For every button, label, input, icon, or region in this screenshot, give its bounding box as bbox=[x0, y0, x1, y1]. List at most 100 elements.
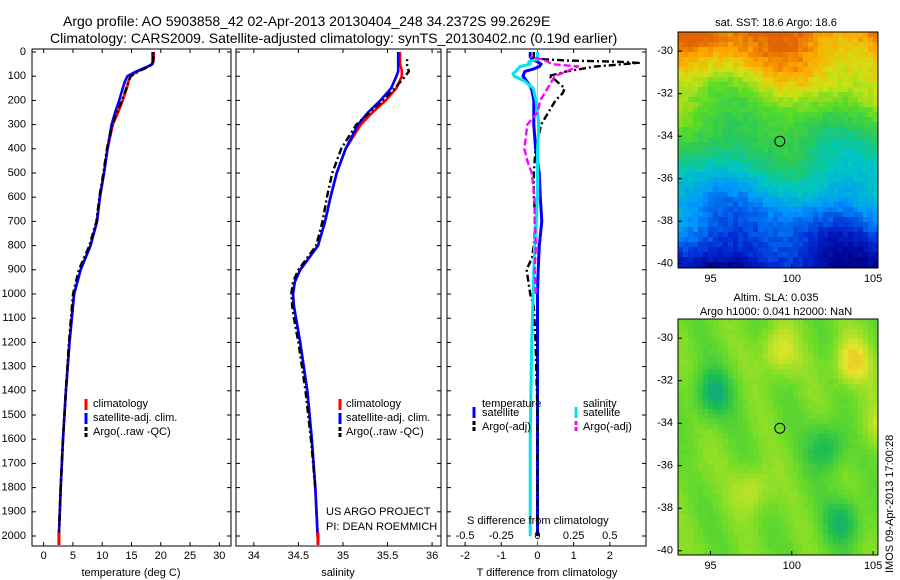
sla-cell bbox=[693, 444, 699, 450]
sst-cell bbox=[833, 72, 839, 78]
sst-cell bbox=[803, 172, 809, 178]
sst-cell bbox=[738, 167, 744, 173]
sla-lat-tick-label: -38 bbox=[657, 502, 673, 514]
sla-cell bbox=[678, 519, 684, 525]
sla-cell bbox=[788, 369, 794, 375]
sst-cell bbox=[753, 52, 759, 58]
sla-cell bbox=[783, 439, 789, 445]
sst-cell bbox=[738, 257, 744, 263]
sla-cell bbox=[693, 469, 699, 475]
sst-cell bbox=[828, 137, 834, 143]
sst-cell bbox=[813, 192, 819, 198]
sla-cell bbox=[763, 459, 769, 465]
sla-cell bbox=[773, 334, 779, 340]
sla-cell bbox=[853, 319, 859, 325]
sla-cell bbox=[833, 529, 839, 535]
sst-cell bbox=[868, 47, 874, 53]
sst-cell bbox=[703, 142, 709, 148]
sst-cell bbox=[788, 107, 794, 113]
sst-cell bbox=[768, 82, 774, 88]
sst-cell bbox=[848, 102, 854, 108]
sla-cell bbox=[708, 359, 714, 365]
sla-cell bbox=[678, 424, 684, 430]
sla-cell bbox=[753, 454, 759, 460]
sst-cell bbox=[683, 77, 689, 83]
sla-cell bbox=[743, 369, 749, 375]
sst-cell bbox=[758, 117, 764, 123]
sst-cell bbox=[873, 177, 878, 183]
sst-cell bbox=[723, 137, 729, 143]
sst-cell bbox=[748, 52, 754, 58]
sst-cell bbox=[683, 237, 689, 243]
sla-cell bbox=[718, 324, 724, 330]
sst-cell bbox=[848, 247, 854, 253]
sla-cell bbox=[808, 414, 814, 420]
sla-cell bbox=[838, 494, 844, 500]
sla-cell bbox=[703, 544, 709, 550]
sst-cell bbox=[713, 212, 719, 218]
sst-cell bbox=[753, 222, 759, 228]
sla-cell bbox=[683, 359, 689, 365]
sla-cell bbox=[738, 319, 744, 325]
sst-cell bbox=[713, 37, 719, 43]
sla-cell bbox=[763, 524, 769, 530]
sla-cell bbox=[863, 489, 869, 495]
sla-cell bbox=[753, 449, 759, 455]
sst-cell bbox=[808, 117, 814, 123]
sla-cell bbox=[778, 529, 784, 535]
sst-cell bbox=[873, 232, 878, 238]
sst-cell bbox=[813, 227, 819, 233]
sst-cell bbox=[873, 57, 878, 63]
sla-cell bbox=[708, 459, 714, 465]
sst-cell bbox=[743, 142, 749, 148]
sla-cell bbox=[723, 429, 729, 435]
sla-cell bbox=[873, 464, 878, 470]
depth-tick-label: 100 bbox=[8, 70, 26, 82]
sla-cell bbox=[758, 349, 764, 355]
sst-cell bbox=[843, 252, 849, 258]
sst-cell bbox=[748, 197, 754, 203]
sla-cell bbox=[713, 474, 719, 480]
sst-cell bbox=[743, 117, 749, 123]
sla-cell bbox=[693, 384, 699, 390]
sla-cell bbox=[843, 414, 849, 420]
sst-cell bbox=[863, 262, 869, 268]
sla-cell bbox=[688, 544, 694, 550]
sst-cell bbox=[868, 172, 874, 178]
sla-cell bbox=[873, 519, 878, 525]
sst-cell bbox=[748, 232, 754, 238]
sst-cell bbox=[833, 172, 839, 178]
sst-cell bbox=[858, 257, 864, 263]
sla-cell bbox=[778, 459, 784, 465]
sla-cell bbox=[723, 319, 729, 325]
sla-cell bbox=[683, 384, 689, 390]
sst-cell bbox=[738, 237, 744, 243]
sla-cell bbox=[803, 484, 809, 490]
sst-cell bbox=[843, 142, 849, 148]
sst-cell bbox=[728, 237, 734, 243]
sla-cell bbox=[708, 339, 714, 345]
sst-cell bbox=[718, 242, 724, 248]
sst-cell bbox=[728, 42, 734, 48]
sla-cell bbox=[753, 434, 759, 440]
sla-cell bbox=[848, 544, 854, 550]
sla-cell bbox=[858, 499, 864, 505]
sla-cell bbox=[718, 474, 724, 480]
sla-cell bbox=[798, 464, 804, 470]
sla-cell bbox=[858, 379, 864, 385]
sla-cell bbox=[723, 364, 729, 370]
sst-cell bbox=[818, 172, 824, 178]
sla-cell bbox=[808, 444, 814, 450]
sla-cell bbox=[788, 534, 794, 540]
sla-cell bbox=[738, 329, 744, 335]
sla-cell bbox=[813, 384, 819, 390]
sla-cell bbox=[823, 514, 829, 520]
sst-cell bbox=[778, 242, 784, 248]
sst-cell bbox=[708, 192, 714, 198]
sla-cell bbox=[828, 399, 834, 405]
sst-cell bbox=[713, 192, 719, 198]
sla-cell bbox=[728, 529, 734, 535]
sst-cell bbox=[728, 92, 734, 98]
sst-cell bbox=[778, 252, 784, 258]
sla-cell bbox=[833, 319, 839, 325]
